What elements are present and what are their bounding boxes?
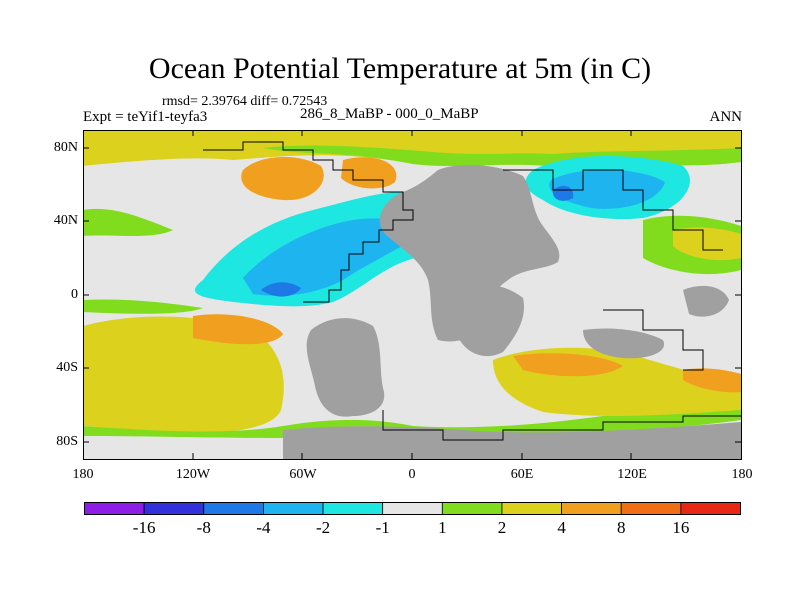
colorbar-label: -4	[256, 518, 271, 537]
coastline-outline	[603, 309, 704, 371]
south-pacific-orange	[193, 314, 283, 345]
north-pacific-green	[83, 208, 173, 236]
rmsd-diff-stats: rmsd= 2.39764 diff= 0.72543	[162, 94, 328, 109]
map-title: Ocean Potential Temperature at 5m (in C)	[148, 52, 652, 85]
colorbar-cell	[382, 502, 443, 515]
land-mass	[445, 283, 524, 357]
colorbar-cell	[322, 502, 384, 515]
lon-label-0: 0	[408, 467, 416, 482]
colorbar-cell	[203, 502, 264, 515]
colorbar-label: -8	[196, 518, 211, 537]
land-mass	[306, 318, 385, 417]
south-pacific-yellow	[83, 316, 284, 433]
coastline-outline	[382, 410, 741, 441]
colorbar-cell	[620, 502, 682, 515]
tropical-deep-core	[261, 282, 301, 297]
coastline-outline	[503, 169, 723, 251]
pacific-southeast-orange	[683, 368, 741, 393]
temperature-anomaly-map	[83, 130, 742, 460]
colorbar-cell	[441, 502, 503, 515]
colorbar-cell	[263, 502, 324, 515]
lon-label-180e: 180	[731, 467, 753, 482]
colorbar-cell	[84, 502, 145, 515]
land-mass	[379, 164, 560, 342]
lat-label-40n: 40N	[53, 213, 78, 228]
north-atlantic-orange	[341, 157, 397, 189]
lon-label-120e: 120E	[617, 467, 647, 482]
colorbar-label: 1	[438, 518, 447, 537]
land-mass	[583, 328, 665, 359]
experiment-label: Expt = teYif1-teyfa3	[83, 109, 208, 125]
axis-ticks	[83, 130, 741, 459]
colorbar	[84, 502, 741, 515]
coastline-outline	[203, 141, 414, 303]
season-label: ANN	[709, 109, 743, 125]
colorbar-label: 4	[557, 518, 566, 537]
colorbar-label: -16	[132, 518, 156, 537]
land-mass	[683, 285, 729, 317]
lat-label-80s: 80S	[56, 434, 78, 449]
colorbar-cell	[561, 502, 622, 515]
north-pacific-orange	[241, 156, 324, 201]
lat-label-80n: 80N	[53, 140, 78, 155]
colorbar-label: 2	[497, 518, 507, 537]
lon-label-120w: 120W	[175, 467, 211, 482]
colorbar-cell	[501, 502, 562, 515]
lat-label-0: 0	[71, 287, 78, 302]
lon-label-60w: 60W	[289, 467, 317, 482]
colorbar-label: -1	[375, 518, 390, 537]
colorbar-label: 8	[616, 518, 626, 537]
colorbar-cell	[143, 502, 205, 515]
lat-label-40s: 40S	[56, 360, 78, 375]
colorbar-label: 16	[672, 518, 690, 537]
colorbar-cell	[680, 502, 741, 515]
east-asia-blue	[549, 169, 665, 209]
tropical-blue-core	[243, 218, 423, 296]
indian-ocean-orange	[513, 353, 623, 377]
colorbar-frame	[84, 502, 741, 515]
lon-label-60e: 60E	[510, 467, 534, 482]
eastern-pacific-green	[83, 299, 203, 314]
period-label: 286_8_MaBP - 000_0_MaBP	[300, 106, 479, 122]
lon-label-180w: 180	[72, 467, 94, 482]
land-mass	[283, 422, 741, 459]
colorbar-label: -2	[315, 518, 331, 537]
north-pacific-yellow-east	[673, 227, 741, 261]
